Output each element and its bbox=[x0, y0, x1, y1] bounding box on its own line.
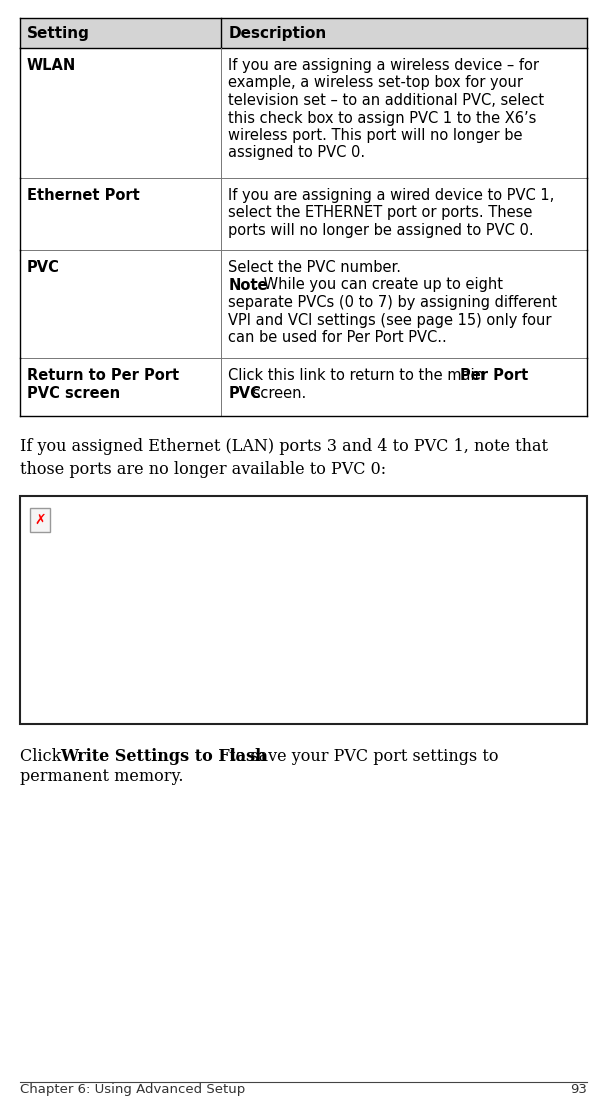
Text: Note: Note bbox=[228, 278, 268, 293]
Text: PVC screen: PVC screen bbox=[27, 385, 120, 401]
Text: this check box to assign PVC 1 to the X6’s: this check box to assign PVC 1 to the X6… bbox=[228, 111, 537, 125]
Text: PVC: PVC bbox=[228, 385, 261, 401]
Text: select the ETHERNET port or ports. These: select the ETHERNET port or ports. These bbox=[228, 205, 533, 221]
Text: example, a wireless set-top box for your: example, a wireless set-top box for your bbox=[228, 75, 523, 91]
Text: to save your PVC port settings to: to save your PVC port settings to bbox=[224, 748, 498, 765]
Text: Click: Click bbox=[20, 748, 67, 765]
Bar bbox=[20, 250, 587, 359]
Text: WLAN: WLAN bbox=[27, 58, 76, 73]
Text: Per Port: Per Port bbox=[459, 369, 528, 383]
Text: If you assigned Ethernet (LAN) ports 3 and 4 to PVC 1, note that: If you assigned Ethernet (LAN) ports 3 a… bbox=[20, 438, 548, 455]
Text: PVC: PVC bbox=[27, 260, 60, 275]
Text: If you are assigning a wired device to PVC 1,: If you are assigning a wired device to P… bbox=[228, 188, 555, 203]
Text: Ethernet Port: Ethernet Port bbox=[27, 188, 140, 203]
Text: Return to Per Port: Return to Per Port bbox=[27, 369, 179, 383]
Bar bbox=[20, 496, 587, 724]
Bar bbox=[20, 359, 587, 416]
Bar bbox=[20, 18, 587, 48]
Bar bbox=[30, 508, 50, 532]
Text: television set – to an additional PVC, select: television set – to an additional PVC, s… bbox=[228, 93, 544, 108]
Text: : While you can create up to eight: : While you can create up to eight bbox=[254, 278, 503, 293]
Text: 93: 93 bbox=[570, 1083, 587, 1096]
Text: Chapter 6: Using Advanced Setup: Chapter 6: Using Advanced Setup bbox=[20, 1083, 245, 1096]
Text: Description: Description bbox=[228, 26, 327, 41]
Text: Setting: Setting bbox=[27, 26, 90, 41]
Text: can be used for Per Port PVC..: can be used for Per Port PVC.. bbox=[228, 330, 447, 345]
Text: separate PVCs (0 to 7) by assigning different: separate PVCs (0 to 7) by assigning diff… bbox=[228, 295, 557, 310]
Text: VPI and VCI settings (see page 15) only four: VPI and VCI settings (see page 15) only … bbox=[228, 313, 552, 327]
Text: Write Settings to Flash: Write Settings to Flash bbox=[60, 748, 266, 765]
Bar bbox=[20, 48, 587, 178]
Text: ports will no longer be assigned to PVC 0.: ports will no longer be assigned to PVC … bbox=[228, 223, 534, 238]
Text: screen.: screen. bbox=[248, 385, 306, 401]
Text: ✗: ✗ bbox=[34, 513, 46, 527]
Text: Click this link to return to the main: Click this link to return to the main bbox=[228, 369, 489, 383]
Text: permanent memory.: permanent memory. bbox=[20, 768, 183, 785]
Text: If you are assigning a wireless device – for: If you are assigning a wireless device –… bbox=[228, 58, 539, 73]
Text: wireless port. This port will no longer be: wireless port. This port will no longer … bbox=[228, 128, 523, 143]
Text: those ports are no longer available to PVC 0:: those ports are no longer available to P… bbox=[20, 461, 386, 477]
Bar bbox=[20, 178, 587, 250]
Text: Select the PVC number.: Select the PVC number. bbox=[228, 260, 401, 275]
Text: assigned to PVC 0.: assigned to PVC 0. bbox=[228, 145, 365, 161]
